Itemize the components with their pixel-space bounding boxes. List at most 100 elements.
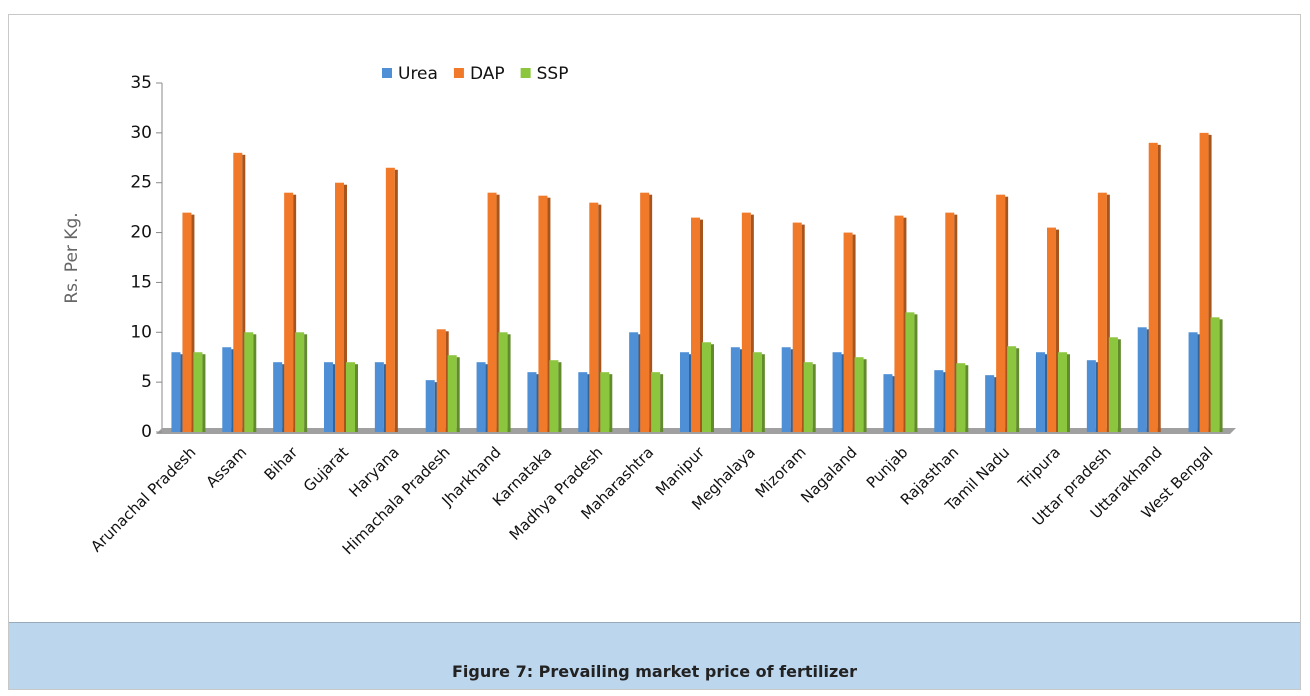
bar-side	[456, 357, 460, 432]
y-tick-label: 0	[141, 422, 152, 442]
bar	[1188, 332, 1198, 432]
bar-side	[638, 334, 642, 432]
bar	[425, 380, 435, 432]
bar-side	[812, 364, 816, 432]
bar	[792, 222, 802, 432]
legend-label: Urea	[398, 64, 438, 84]
legend-label: DAP	[470, 64, 505, 84]
bar-side	[180, 354, 184, 432]
x-tick-label: Arunachal Pradesh	[87, 443, 199, 555]
bar-side	[1005, 196, 1009, 432]
legend-label: SSP	[537, 64, 569, 84]
bar-side	[1067, 354, 1070, 432]
bar-side	[598, 204, 602, 432]
bar	[346, 362, 355, 432]
bar	[956, 363, 966, 432]
bar-side	[394, 169, 398, 432]
x-tick-label: Nagaland	[797, 443, 860, 506]
bar-side	[1157, 144, 1161, 433]
bar-side	[293, 194, 297, 432]
bar-side	[1106, 194, 1110, 432]
bar-side	[434, 382, 438, 432]
bar-side	[649, 194, 653, 432]
bar	[680, 352, 689, 432]
bar	[171, 352, 181, 432]
bar	[781, 347, 791, 432]
bar-side	[1056, 229, 1059, 432]
bar	[476, 362, 486, 432]
bar	[894, 215, 904, 432]
bar	[182, 212, 192, 432]
chart-frame	[8, 14, 1301, 690]
bar-side	[485, 364, 489, 432]
bar	[487, 192, 497, 432]
y-tick-label: 10	[130, 322, 152, 342]
bar	[1199, 132, 1209, 432]
y-tick-label: 25	[130, 173, 152, 193]
bar-side	[1146, 329, 1150, 432]
bar-side	[333, 364, 336, 432]
chart: 0 5 10 15 20 25 30 35 Rs. Per Kg. Arunachal Prade…	[62, 64, 1236, 558]
bar	[752, 352, 762, 432]
x-tick-label: Punjab	[863, 443, 912, 492]
bar-side	[191, 214, 195, 432]
bar	[985, 375, 995, 432]
legend-swatch	[382, 68, 392, 78]
bar-side	[1219, 319, 1223, 432]
legend-swatch	[453, 68, 464, 78]
bar	[233, 152, 243, 433]
x-tick-label: Madhya Pradesh	[506, 443, 607, 544]
bar-side	[344, 184, 347, 432]
bar	[730, 347, 740, 432]
bar	[1058, 352, 1067, 432]
bar-side	[841, 354, 845, 432]
bar-side	[587, 374, 591, 432]
bar	[374, 362, 384, 432]
y-tick-label: 5	[141, 372, 152, 392]
bar-side	[1095, 362, 1099, 432]
bar-side	[383, 364, 387, 432]
bar-side	[739, 349, 743, 432]
bar-side	[1208, 134, 1212, 432]
y-tick-label: 20	[130, 223, 152, 243]
bar	[273, 362, 283, 432]
bar	[498, 332, 508, 432]
bar-side	[355, 364, 358, 432]
bar-side	[1016, 348, 1020, 432]
bar	[1007, 346, 1017, 432]
bar-side	[304, 334, 308, 432]
bar-side	[231, 349, 235, 432]
bar	[803, 362, 813, 432]
bar-side	[445, 331, 449, 432]
bar-side	[801, 224, 805, 432]
x-tick-label: Gujarat	[300, 443, 352, 495]
bar	[527, 372, 537, 432]
bar-side	[761, 354, 765, 432]
bar	[600, 372, 610, 432]
bar	[447, 355, 457, 432]
bar	[629, 332, 639, 432]
bar-side	[852, 234, 856, 432]
bar	[549, 360, 559, 432]
bar-side	[536, 374, 540, 432]
bar	[1137, 327, 1147, 432]
bar-side	[547, 197, 551, 432]
bar-side	[750, 214, 754, 432]
bar	[905, 312, 915, 432]
bar-side	[558, 362, 562, 432]
bar-side	[202, 354, 206, 432]
bar	[741, 212, 751, 432]
bar	[934, 370, 944, 432]
bar-side	[954, 214, 958, 432]
bar	[843, 232, 853, 432]
bar-side	[903, 217, 907, 432]
bar	[1086, 360, 1096, 432]
bar-side	[943, 372, 947, 432]
bar-side	[507, 334, 511, 432]
bar	[1036, 352, 1045, 432]
bar-side	[994, 377, 998, 432]
bar	[1047, 227, 1056, 432]
bar-side	[660, 374, 664, 432]
bar	[1210, 317, 1220, 432]
y-axis-label: Rs. Per Kg.	[62, 212, 82, 303]
